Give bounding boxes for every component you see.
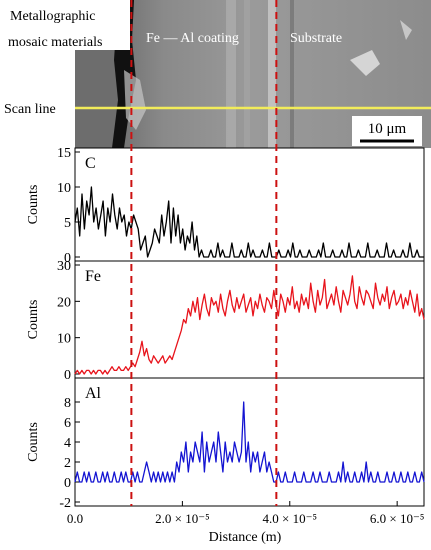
interface-markers — [130, 0, 278, 506]
y-tick-label-c: 0 — [64, 251, 71, 266]
x-tick-label: 6.0 × 10⁻⁵ — [370, 511, 424, 526]
series-line-fe — [74, 275, 425, 375]
region-label-metallographic: Metallographic — [10, 9, 96, 24]
y-tick-label-c: 5 — [64, 216, 71, 231]
x-tick-label: 0.0 — [67, 511, 83, 526]
panel-frame-fe — [74, 260, 425, 379]
y-axis-label-fe: Counts — [26, 300, 41, 340]
panel-frame-al — [74, 377, 425, 507]
y-tick-label-al: 6 — [64, 416, 71, 431]
y-tick-label-c: 15 — [57, 146, 71, 161]
y-tick-label-fe: 10 — [57, 332, 71, 347]
y-tick-label-al: -2 — [59, 496, 71, 511]
y-tick-label-al: 4 — [64, 436, 71, 451]
panel-label-al: Al — [85, 385, 102, 402]
panel-frame-c — [74, 147, 425, 262]
y-tick-label-c: 10 — [57, 181, 71, 196]
panel-label-c: C — [85, 155, 96, 172]
y-tick-label-al: 0 — [64, 476, 71, 491]
panel-label-fe: Fe — [85, 268, 101, 285]
y-tick-label-fe: 20 — [57, 295, 71, 310]
y-tick-label-al: 8 — [64, 396, 71, 411]
y-tick-label-fe: 30 — [57, 259, 71, 274]
scale-bar-label: 10 μm — [368, 121, 407, 137]
series-line-al — [74, 401, 425, 483]
y-axis-label-al: Counts — [26, 422, 41, 462]
x-tick-label: 2.0 × 10⁻⁵ — [155, 511, 209, 526]
y-axis-label-c: Counts — [26, 185, 41, 225]
y-tick-label-fe: 0 — [64, 368, 71, 383]
x-axis-label: Distance (m) — [209, 530, 282, 545]
y-tick-label-al: 2 — [64, 456, 71, 471]
scan-line-label: Scan line — [4, 102, 56, 117]
region-label-substrate: Substrate — [290, 31, 342, 46]
line-profile-charts: 0 5 10 15 Counts C 0 10 20 30 Counts Fe -2 0 2 4 6 8 Count… — [26, 146, 425, 526]
region-label-mosaic: mosaic materials — [8, 35, 102, 50]
region-label-coating: Fe — Al coating — [146, 31, 239, 46]
series-line-c — [74, 186, 424, 258]
x-tick-label: 4.0 × 10⁻⁵ — [263, 511, 317, 526]
